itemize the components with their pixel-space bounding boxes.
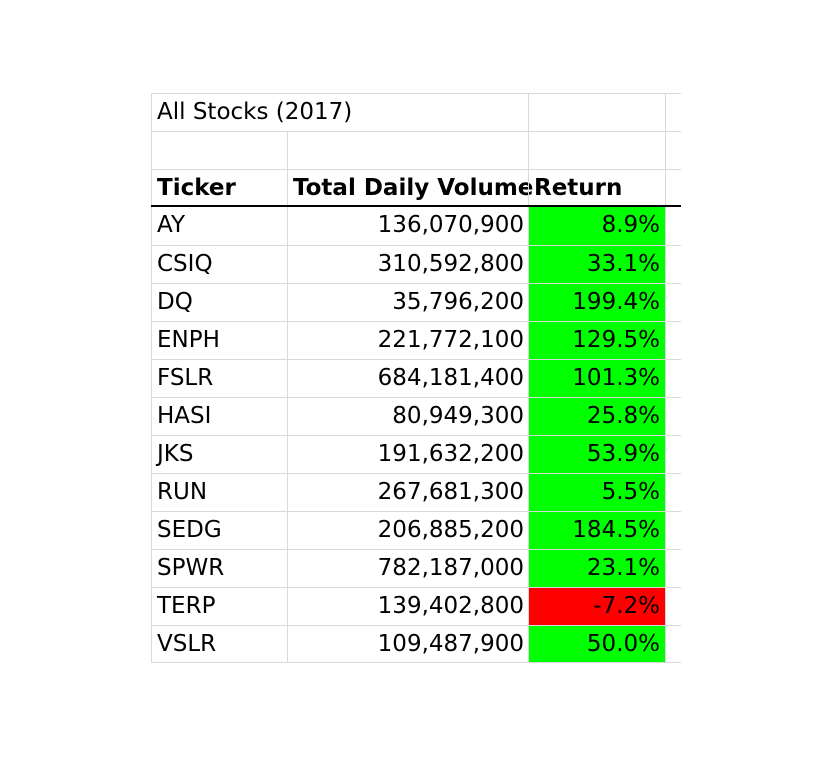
- volume-cell[interactable]: 310,592,800: [287, 246, 528, 283]
- sheet-title[interactable]: All Stocks (2017): [151, 94, 528, 131]
- return-cell[interactable]: 199.4%: [528, 284, 665, 321]
- empty-cell[interactable]: [665, 246, 681, 283]
- table-row: ENPH 221,772,100 129.5%: [151, 321, 681, 359]
- volume-cell[interactable]: 35,796,200: [287, 284, 528, 321]
- ticker-cell[interactable]: RUN: [151, 474, 287, 511]
- table-row: JKS 191,632,200 53.9%: [151, 435, 681, 473]
- header-row: Ticker Total Daily Volume Return: [151, 169, 681, 207]
- table-row: SEDG 206,885,200 184.5%: [151, 511, 681, 549]
- return-cell[interactable]: 53.9%: [528, 436, 665, 473]
- ticker-cell[interactable]: SEDG: [151, 512, 287, 549]
- empty-cell[interactable]: [665, 512, 681, 549]
- empty-cell[interactable]: [665, 588, 681, 625]
- table-row: DQ 35,796,200 199.4%: [151, 283, 681, 321]
- spreadsheet-table: All Stocks (2017) Ticker Total Daily Vol…: [151, 93, 681, 663]
- table-row: TERP 139,402,800 -7.2%: [151, 587, 681, 625]
- empty-cell[interactable]: [287, 132, 528, 169]
- return-cell[interactable]: 23.1%: [528, 550, 665, 587]
- return-cell[interactable]: 184.5%: [528, 512, 665, 549]
- return-cell[interactable]: 33.1%: [528, 246, 665, 283]
- empty-cell[interactable]: [665, 284, 681, 321]
- blank-row: [151, 131, 681, 169]
- empty-cell[interactable]: [665, 322, 681, 359]
- empty-cell[interactable]: [665, 94, 681, 131]
- volume-cell[interactable]: 782,187,000: [287, 550, 528, 587]
- volume-cell[interactable]: 684,181,400: [287, 360, 528, 397]
- empty-cell[interactable]: [665, 132, 681, 169]
- ticker-cell[interactable]: VSLR: [151, 626, 287, 662]
- table-row: SPWR 782,187,000 23.1%: [151, 549, 681, 587]
- ticker-cell[interactable]: ENPH: [151, 322, 287, 359]
- ticker-cell[interactable]: TERP: [151, 588, 287, 625]
- volume-cell[interactable]: 267,681,300: [287, 474, 528, 511]
- empty-cell[interactable]: [151, 132, 287, 169]
- ticker-cell[interactable]: HASI: [151, 398, 287, 435]
- empty-cell[interactable]: [528, 94, 665, 131]
- table-row: AY 136,070,900 8.9%: [151, 207, 681, 245]
- volume-cell[interactable]: 139,402,800: [287, 588, 528, 625]
- return-cell[interactable]: 50.0%: [528, 626, 665, 662]
- empty-cell[interactable]: [665, 626, 681, 662]
- table-row: CSIQ 310,592,800 33.1%: [151, 245, 681, 283]
- table-body: AY 136,070,900 8.9% CSIQ 310,592,800 33.1% DQ 3…: [151, 207, 681, 663]
- volume-cell[interactable]: 191,632,200: [287, 436, 528, 473]
- return-cell[interactable]: -7.2%: [528, 588, 665, 625]
- table-row: RUN 267,681,300 5.5%: [151, 473, 681, 511]
- ticker-cell[interactable]: FSLR: [151, 360, 287, 397]
- header-volume[interactable]: Total Daily Volume: [287, 170, 533, 205]
- empty-cell[interactable]: [665, 550, 681, 587]
- volume-cell[interactable]: 206,885,200: [287, 512, 528, 549]
- ticker-cell[interactable]: AY: [151, 207, 287, 245]
- volume-cell[interactable]: 109,487,900: [287, 626, 528, 662]
- table-row: FSLR 684,181,400 101.3%: [151, 359, 681, 397]
- ticker-cell[interactable]: SPWR: [151, 550, 287, 587]
- ticker-cell[interactable]: DQ: [151, 284, 287, 321]
- return-cell[interactable]: 25.8%: [528, 398, 665, 435]
- empty-cell[interactable]: [665, 436, 681, 473]
- volume-cell[interactable]: 136,070,900: [287, 207, 528, 245]
- ticker-cell[interactable]: JKS: [151, 436, 287, 473]
- volume-cell[interactable]: 221,772,100: [287, 322, 528, 359]
- empty-cell[interactable]: [665, 170, 681, 205]
- return-cell[interactable]: 129.5%: [528, 322, 665, 359]
- empty-cell[interactable]: [665, 207, 681, 245]
- table-row: HASI 80,949,300 25.8%: [151, 397, 681, 435]
- title-row: All Stocks (2017): [151, 93, 681, 131]
- header-return[interactable]: Return: [528, 170, 665, 205]
- empty-cell[interactable]: [665, 360, 681, 397]
- return-cell[interactable]: 5.5%: [528, 474, 665, 511]
- empty-cell[interactable]: [528, 132, 665, 169]
- return-cell[interactable]: 8.9%: [528, 207, 665, 245]
- empty-cell[interactable]: [665, 474, 681, 511]
- table-row: VSLR 109,487,900 50.0%: [151, 625, 681, 663]
- empty-cell[interactable]: [665, 398, 681, 435]
- ticker-cell[interactable]: CSIQ: [151, 246, 287, 283]
- volume-cell[interactable]: 80,949,300: [287, 398, 528, 435]
- return-cell[interactable]: 101.3%: [528, 360, 665, 397]
- header-ticker[interactable]: Ticker: [151, 170, 287, 205]
